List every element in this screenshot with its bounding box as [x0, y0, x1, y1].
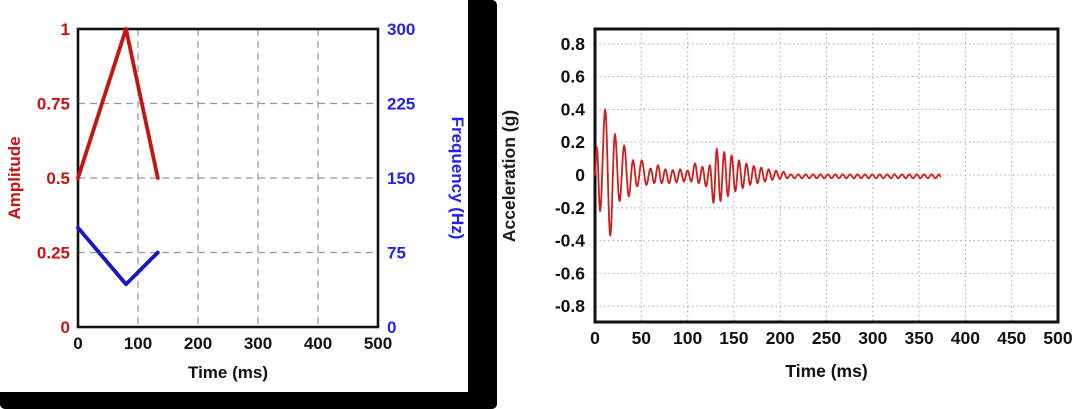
- x-tick-label: 0: [590, 328, 600, 348]
- x-axis-title: Time (ms): [188, 363, 268, 382]
- amplitude-tick-label: 1: [61, 20, 70, 39]
- y-tick-label: -0.8: [555, 296, 585, 316]
- x-tick-label: 200: [184, 334, 212, 353]
- left-y-axis-title: Amplitude: [5, 136, 24, 219]
- y-tick-label: -0.2: [555, 198, 585, 218]
- x-tick-label: 400: [951, 328, 980, 348]
- frequency-tick-label: 225: [387, 95, 415, 114]
- amplitude-tick-label: 0.5: [46, 169, 70, 188]
- frequency-line: [76, 225, 160, 287]
- y-tick-label: -0.6: [555, 263, 585, 283]
- x-tick-label: 400: [304, 334, 332, 353]
- amplitude-tick-label: 0.25: [37, 244, 70, 263]
- x-tick-label: 450: [997, 328, 1026, 348]
- x-tick-label: 250: [812, 328, 841, 348]
- y-tick-label: 0.8: [561, 34, 586, 54]
- x-tick-label: 500: [1043, 328, 1072, 348]
- x-tick-label: 300: [858, 328, 887, 348]
- frequency-tick-label: 0: [387, 318, 396, 337]
- y-axis-title: Acceleration (g): [499, 110, 519, 242]
- x-axis-title: Time (ms): [785, 361, 867, 381]
- x-tick-label: 50: [632, 328, 652, 348]
- acceleration-waveform: [594, 108, 942, 237]
- acceleration-chart: 0 50 100 150 200 250 300 350 400 450 500 0.8 0.6 0.4 0…: [499, 27, 1073, 381]
- amplitude-tick-label: 0: [61, 318, 70, 337]
- x-tick-label: 350: [904, 328, 933, 348]
- x-tick-label: 300: [244, 334, 272, 353]
- y-tick-label: -0.4: [555, 231, 585, 251]
- y-tick-label: 0.6: [561, 67, 586, 87]
- acceleration-chart-panel: 0 50 100 150 200 250 300 350 400 450 500 0.8 0.6 0.4 0…: [497, 0, 1086, 409]
- x-tick-label: 200: [766, 328, 795, 348]
- frequency-tick-label: 300: [387, 20, 415, 39]
- frequency-tick-label: 75: [387, 244, 406, 263]
- sweep-profile-chart: 0 100 200 300 400 50000.250.50.75107515022530…: [5, 20, 467, 382]
- x-tick-label: 150: [719, 328, 748, 348]
- x-tick-label: 0: [73, 334, 82, 353]
- y-tick-label: 0.4: [561, 99, 586, 119]
- x-tick-label: 100: [124, 334, 152, 353]
- x-tick-label: 100: [673, 328, 702, 348]
- x-tick-label: 500: [364, 334, 392, 353]
- amplitude-tick-label: 0.75: [37, 95, 70, 114]
- frequency-tick-label: 150: [387, 169, 415, 188]
- y-tick-label: 0.2: [561, 132, 586, 152]
- sweep-profile-chart-panel: 0 100 200 300 400 500 0 0.25 0.5 0.75 1 0 75 150 225 30…: [0, 0, 468, 392]
- y-tick-label: 0: [575, 165, 585, 185]
- amplitude-line: [76, 27, 160, 180]
- right-y-axis-title: Frequency (Hz): [448, 117, 467, 240]
